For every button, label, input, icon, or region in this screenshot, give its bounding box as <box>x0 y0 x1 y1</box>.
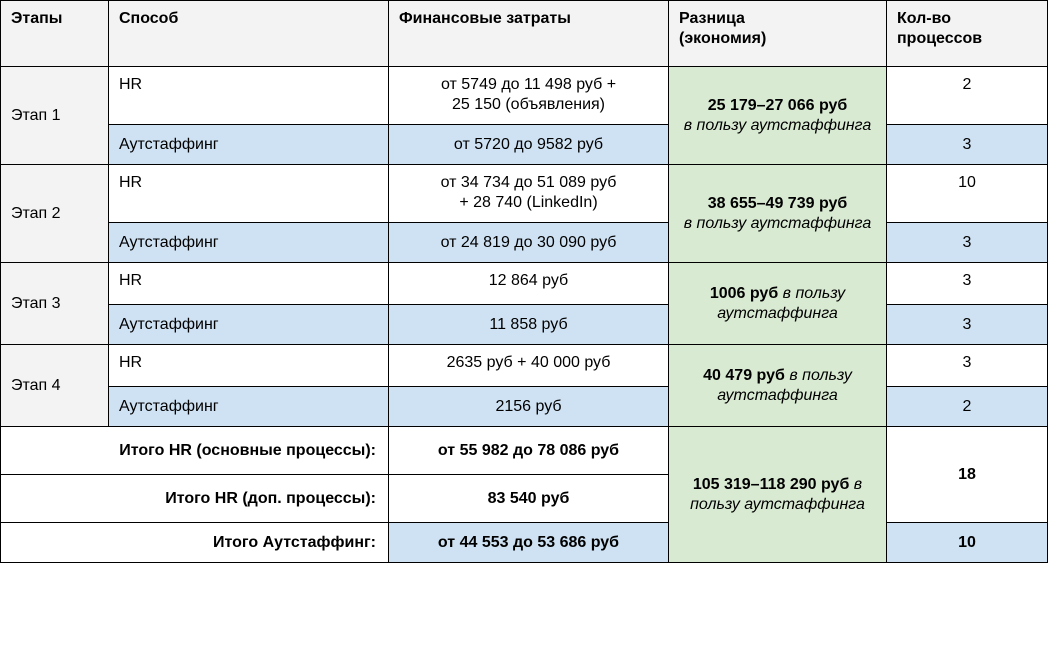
total-diff-cell: 105 319–118 290 руб в пользу аутстаффинг… <box>668 426 887 563</box>
cost-outstaff: от 24 819 до 30 090 руб <box>388 222 669 263</box>
count-outstaff: 3 <box>886 124 1048 165</box>
count-outstaff: 3 <box>886 222 1048 263</box>
stage-name: Этап 4 <box>0 344 109 427</box>
cost-outstaff: 11 858 руб <box>388 304 669 345</box>
table-row: Аутстаффинг 2156 руб 2 <box>1 386 1048 427</box>
method-hr: HR <box>108 164 389 223</box>
cost-hr: 2635 руб + 40 000 руб <box>388 344 669 387</box>
diff-cell: 40 479 руб в пользу аутстаффинга <box>668 344 887 427</box>
total-hr-main-cost: от 55 982 до 78 086 руб <box>388 426 669 475</box>
stage-name: Этап 2 <box>0 164 109 263</box>
diff-value: 1006 руб <box>709 284 779 302</box>
method-hr: HR <box>108 344 389 387</box>
total-row-hr-main: Итого HR (основные процессы): от 55 982 … <box>0 426 1048 563</box>
table-row: Этап 2 HR от 34 734 до 51 089 руб + 28 74… <box>0 164 1048 263</box>
total-hr-count: 18 <box>886 426 1048 523</box>
total-diff-value: 105 319–118 290 руб <box>692 475 850 493</box>
method-outstaff: Аутстаффинг <box>108 222 389 263</box>
table-row: Этап 1 HR от 5749 до 11 498 руб + 25 150 … <box>0 66 1048 165</box>
diff-value: 40 479 руб <box>703 366 785 384</box>
header-count: Кол-во процессов <box>886 0 1048 67</box>
diff-cell: 38 655–49 739 руб в пользу аутстаффинга <box>668 164 887 263</box>
header-stage: Этапы <box>0 0 109 67</box>
header-count-line2: процессов <box>897 30 983 47</box>
count-outstaff: 2 <box>886 386 1048 427</box>
total-hr-extra-cost: 83 540 руб <box>388 474 669 523</box>
stage-name: Этап 1 <box>0 66 109 165</box>
total-row-outstaff: Итого Аутстаффинг: от 44 553 до 53 686 р… <box>0 522 1048 563</box>
cost-comparison-table: Этапы Способ Финансовые затраты Разница (… <box>0 0 1048 563</box>
table-row: Аутстаффинг 11 858 руб 3 <box>1 304 1048 345</box>
cost-outstaff: 2156 руб <box>388 386 669 427</box>
cost-hr: 12 864 руб <box>388 262 669 305</box>
total-hr-main-label: Итого HR (основные процессы): <box>0 426 389 475</box>
cost-hr-line1: от 34 734 до 51 089 руб <box>440 174 617 191</box>
table-row: Этап 4 HR 2635 руб + 40 000 руб 40 479 р… <box>0 344 1048 427</box>
diff-note: в пользу аутстаффинга <box>683 116 872 134</box>
stage-name: Этап 3 <box>0 262 109 345</box>
table-row: Аутстаффинг от 24 819 до 30 090 руб 3 <box>1 222 1048 263</box>
header-method: Способ <box>108 0 389 67</box>
diff-value: 38 655–49 739 руб <box>707 194 848 212</box>
count-outstaff: 3 <box>886 304 1048 345</box>
header-row: Этапы Способ Финансовые затраты Разница (… <box>0 0 1048 67</box>
table-row: Этап 3 HR 12 864 руб 1006 руб в пользу а… <box>0 262 1048 345</box>
header-diff-line2: (экономия) <box>679 30 767 47</box>
count-hr: 3 <box>886 262 1048 305</box>
method-outstaff: Аутстаффинг <box>108 386 389 427</box>
count-hr: 3 <box>886 344 1048 387</box>
count-hr: 10 <box>886 164 1048 223</box>
cost-hr-line2: + 28 740 (LinkedIn) <box>459 194 598 211</box>
cost-hr: от 34 734 до 51 089 руб + 28 740 (LinkedI… <box>388 164 669 223</box>
total-diff-note: в пользу аутстаффинга <box>690 475 865 513</box>
cost-hr-line2: 25 150 (объявления) <box>451 96 606 113</box>
cost-hr: от 5749 до 11 498 руб + 25 150 (объявлени… <box>388 66 669 125</box>
diff-cell: 25 179–27 066 руб в пользу аутстаффинга <box>668 66 887 165</box>
total-outstaff-label: Итого Аутстаффинг: <box>0 522 389 563</box>
count-hr: 2 <box>886 66 1048 125</box>
total-outstaff-cost: от 44 553 до 53 686 руб <box>388 522 669 563</box>
diff-value: 25 179–27 066 руб <box>707 96 848 114</box>
method-hr: HR <box>108 66 389 125</box>
diff-note: в пользу аутстаффинга <box>717 284 846 322</box>
header-diff: Разница (экономия) <box>668 0 887 67</box>
header-cost: Финансовые затраты <box>388 0 669 67</box>
method-hr: HR <box>108 262 389 305</box>
method-outstaff: Аутстаффинг <box>108 304 389 345</box>
diff-note: в пользу аутстаффинга <box>683 214 872 232</box>
cost-outstaff: от 5720 до 9582 руб <box>388 124 669 165</box>
method-outstaff: Аутстаффинг <box>108 124 389 165</box>
header-diff-line1: Разница <box>679 10 745 27</box>
total-outstaff-count: 10 <box>886 522 1048 563</box>
total-hr-extra-label: Итого HR (доп. процессы): <box>0 474 389 523</box>
diff-note: в пользу аутстаффинга <box>717 366 852 404</box>
total-row-hr-extra: Итого HR (доп. процессы): 83 540 руб <box>0 474 1048 523</box>
header-count-line1: Кол-во <box>897 10 952 27</box>
diff-cell: 1006 руб в пользу аутстаффинга <box>668 262 887 345</box>
cost-hr-line1: от 5749 до 11 498 руб + <box>440 76 617 93</box>
table-row: Аутстаффинг от 5720 до 9582 руб 3 <box>1 124 1048 165</box>
